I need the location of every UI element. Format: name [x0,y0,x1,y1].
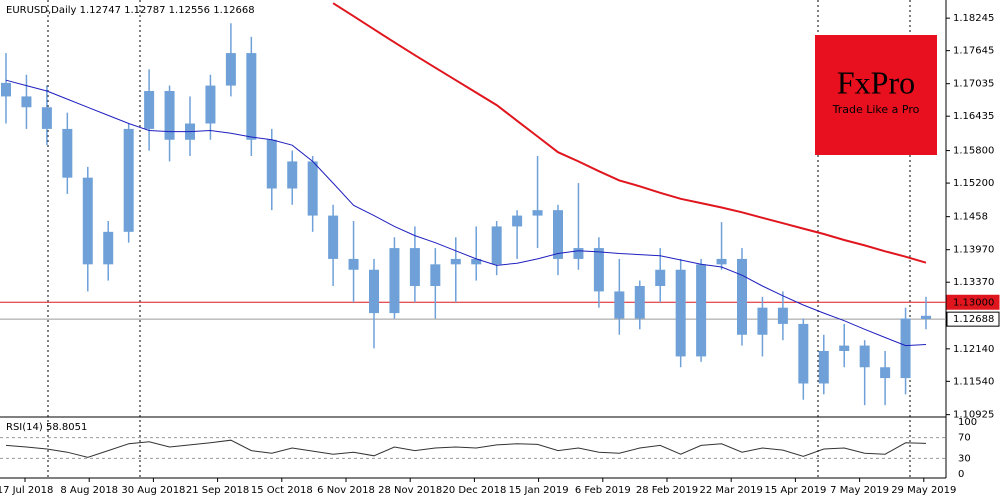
candle-body [553,210,563,259]
candle-body [266,139,277,189]
candle-body [1,82,11,97]
candle-body [491,226,502,265]
rsi-title: RSI(14) 58.8051 [6,422,87,433]
chart-title: EURUSD,Daily 1.12747 1.12787 1.12556 1.1… [6,5,255,16]
candle-body [532,210,543,216]
rsi-tick-label: 0 [958,469,964,480]
x-tick-label: 20 Dec 2018 [442,485,506,496]
rsi-tick-label: 100 [958,417,977,428]
x-tick-label: 28 Nov 2018 [378,485,442,496]
overlay-line [332,2,927,264]
candle-body [573,248,584,259]
candle-body [900,318,911,379]
level-label-box [946,294,1000,310]
x-tick-label: 21 Sep 2018 [186,485,249,496]
y-tick-label: 1.11540 [953,376,994,387]
candle-body [205,85,216,124]
candle-body [430,264,441,286]
candle-body [389,248,400,314]
candle-body [839,345,850,351]
candle-body [164,91,175,140]
rsi-line [5,439,927,458]
x-tick-label: 6 Nov 2018 [317,485,375,496]
candle-body [348,258,359,270]
y-tick-label: 1.15800 [953,146,994,157]
candle-body [737,258,747,335]
candle-body [921,315,931,320]
level-label: 1.12688 [953,314,994,325]
logo-tagline: Trade Like a Pro [832,103,920,116]
y-tick-label: 1.1458 [953,212,988,223]
candle-body [62,128,73,178]
candle-body [880,367,891,379]
overlay-line [5,79,927,347]
y-tick-label: 1.18245 [953,13,994,24]
x-tick-label: 17 Jul 2018 [0,485,53,496]
rsi-tick-label: 70 [958,433,971,444]
candle-body [614,291,625,319]
level-label-box [946,311,1000,327]
candle-body [450,258,461,265]
candle-body [103,231,114,265]
y-tick-label: 1.17035 [953,79,994,90]
y-tick-label: 1.13970 [953,245,994,256]
x-tick-label: 15 Jan 2019 [509,485,569,496]
candle-body [41,107,52,129]
candle-body [328,215,339,259]
candle-body [246,53,257,140]
y-tick-label: 1.16435 [953,111,994,122]
y-tick-label: 1.12140 [953,344,994,355]
x-tick-label: 8 Aug 2018 [60,485,118,496]
candle-body [634,286,645,319]
x-tick-label: 7 May 2019 [830,485,889,496]
candle-body [675,269,686,357]
candle-body [696,264,707,357]
candle-body [21,96,32,108]
y-tick-label: 1.17645 [953,46,994,57]
candle-body [471,258,482,265]
logo-box [815,35,937,155]
candle-body [123,128,134,232]
x-tick-label: 15 Apr 2019 [764,485,826,496]
y-tick-label: 1.10925 [953,410,994,421]
candle-body [225,53,236,86]
y-tick-label: 1.13370 [953,277,994,288]
candle-body [593,248,604,292]
x-tick-label: 15 Oct 2018 [251,485,313,496]
candle-body [409,248,420,286]
x-tick-label: 30 Aug 2018 [121,485,185,496]
level-label: 1.13000 [953,297,994,308]
candle-body [716,258,727,265]
candle-body [287,161,298,189]
candle-body [798,323,809,384]
candle-body [777,307,788,324]
candle-body [859,345,870,368]
rsi-tick-label: 30 [958,453,971,464]
x-tick-label: 29 May 2019 [891,485,956,496]
candle-body [82,177,93,265]
candle-body [144,91,155,129]
x-tick-label: 28 Feb 2019 [636,485,698,496]
candle-body [307,161,318,216]
x-tick-label: 22 Mar 2019 [699,485,762,496]
candle-body [369,269,379,314]
candle-body [655,269,666,286]
logo-name: FxPro [837,64,915,100]
x-tick-label: 6 Feb 2019 [575,485,631,496]
candle-body [512,215,523,227]
candle-body [818,351,829,384]
candle-body [757,307,768,335]
y-tick-label: 1.15200 [953,178,994,189]
